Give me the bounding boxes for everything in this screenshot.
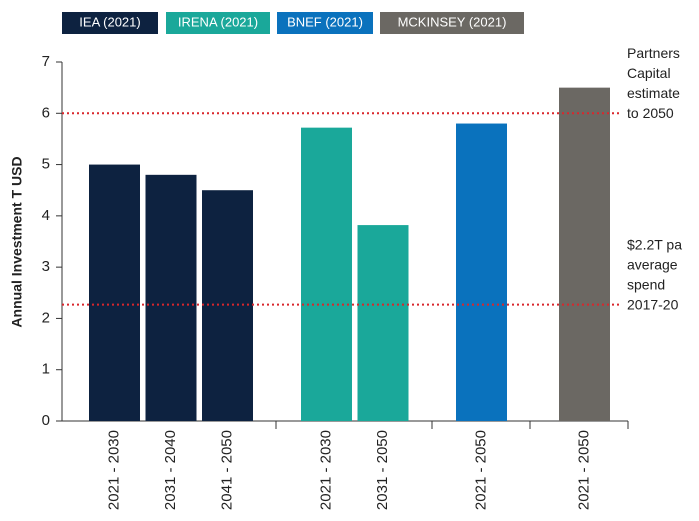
bar: [357, 225, 409, 421]
x-tick-label: 2041 - 2050: [218, 430, 235, 510]
bar: [145, 174, 197, 421]
x-tick-label: 2021 - 2030: [317, 430, 334, 510]
annotation: spend: [627, 276, 665, 292]
annotation: $2.2T pa: [627, 236, 682, 252]
y-tick-label: 6: [42, 104, 50, 121]
y-tick-label: 2: [42, 309, 50, 326]
bar: [559, 87, 610, 422]
y-tick-label: 7: [42, 53, 50, 70]
legend-label: IEA (2021): [79, 14, 140, 29]
bar: [202, 190, 253, 421]
y-tick-label: 4: [42, 207, 50, 224]
x-tick-label: 2021 - 2030: [105, 430, 122, 510]
legend-swatch: [166, 12, 270, 34]
annotation: Partners: [627, 45, 680, 61]
y-tick-label: 1: [42, 361, 50, 378]
y-tick-label: 0: [42, 412, 50, 429]
legend-label: IRENA (2021): [178, 14, 258, 29]
annotation: estimate: [627, 85, 680, 101]
legend-label: BNEF (2021): [287, 14, 363, 29]
legend-swatch: [62, 12, 158, 34]
legend-swatch: [277, 12, 373, 34]
bar: [301, 127, 352, 421]
y-axis-label: Annual Investment T USD: [9, 156, 25, 327]
y-tick-label: 5: [42, 156, 50, 173]
x-tick-label: 2031 - 2040: [162, 430, 179, 510]
x-tick-label: 2021 - 2050: [472, 430, 489, 510]
legend-label: MCKINSEY (2021): [398, 14, 507, 29]
y-tick-label: 3: [42, 258, 50, 275]
annotation: Capital: [627, 65, 671, 81]
annotation: average: [627, 256, 678, 272]
x-tick-label: 2031 - 2050: [374, 430, 391, 510]
annotation: to 2050: [627, 105, 674, 121]
x-tick-label: 2021 - 2050: [575, 430, 592, 510]
annotation: 2017-20: [627, 296, 679, 312]
legend-swatch: [380, 12, 524, 34]
bar: [89, 164, 140, 422]
bar: [456, 123, 507, 422]
